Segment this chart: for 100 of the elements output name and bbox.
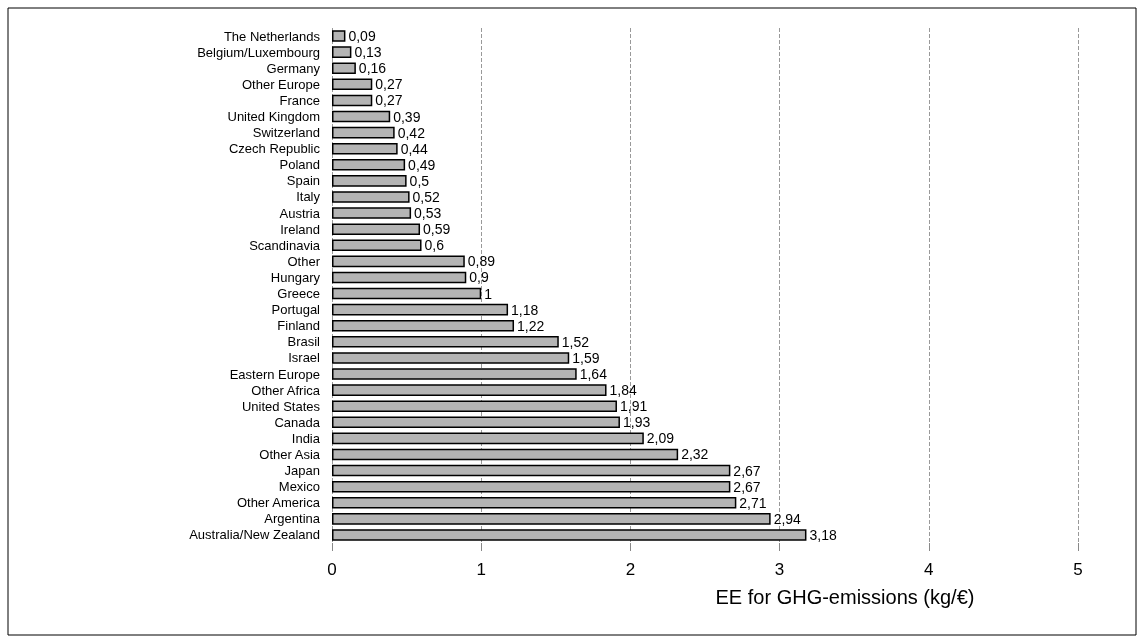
bar: [332, 142, 398, 155]
bar: [332, 110, 391, 123]
data-label: 1,59: [572, 349, 600, 366]
bar: [332, 448, 679, 461]
y-tick-label: United States: [241, 398, 321, 414]
y-tick-label: Switzerland: [252, 125, 320, 141]
y-tick-label: India: [291, 430, 321, 446]
data-label: 1,22: [517, 317, 545, 334]
y-tick-label: Brasil: [287, 334, 321, 350]
y-tick-label: Czech Republic: [228, 141, 321, 157]
x-tick-label: 2: [625, 560, 636, 579]
x-tick-label: 3: [774, 560, 785, 579]
bar: [332, 400, 617, 412]
y-tick-label: Israel: [288, 350, 321, 366]
data-label: 1,91: [619, 398, 648, 415]
bar: [332, 207, 412, 219]
y-tick-label: Other Europe: [241, 76, 320, 92]
bar: [332, 255, 465, 268]
y-tick-label: Eastern Europe: [229, 366, 320, 382]
bar: [332, 46, 352, 58]
bar: [332, 432, 644, 445]
data-label: 0,52: [412, 188, 441, 205]
y-tick-label: Greece: [277, 286, 320, 302]
y-tick-label: Poland: [279, 157, 320, 173]
bar: [332, 191, 410, 203]
y-tick-label: Australia/New Zealand: [189, 527, 320, 543]
bar: [332, 30, 346, 42]
y-tick-label: Belgium/Luxembourg: [197, 44, 320, 60]
bar: [332, 416, 620, 429]
data-label: 2,67: [733, 462, 761, 479]
data-label: 0,27: [375, 92, 403, 109]
data-label: 0,9: [469, 269, 489, 286]
data-label: 0,6: [424, 237, 445, 254]
bar: [332, 319, 515, 332]
data-label: 0,89: [467, 253, 496, 270]
x-tick-label: 1: [476, 560, 486, 579]
y-tick-label: France: [279, 92, 320, 108]
bar: [332, 513, 771, 525]
bar: [332, 384, 607, 396]
x-tick-label: 5: [1073, 560, 1083, 579]
data-label: 0,49: [408, 156, 436, 173]
bar: [332, 159, 406, 171]
data-label: 0,09: [348, 28, 376, 45]
bar: [332, 336, 559, 348]
bar: [332, 480, 731, 493]
data-label: 0,59: [423, 221, 451, 238]
data-label: 0,5: [409, 172, 430, 189]
bar: [332, 126, 395, 139]
bar: [332, 287, 482, 300]
data-label: 1: [484, 285, 493, 302]
y-tick-label: Spain: [286, 173, 320, 189]
x-tick-label: 4: [924, 560, 934, 579]
data-label: 3,18: [809, 526, 837, 543]
y-tick-label: Other Africa: [251, 382, 321, 398]
bar: [332, 496, 737, 509]
y-tick-label: Japan: [284, 463, 320, 479]
y-tick-label: Hungary: [270, 269, 321, 285]
y-tick-label: Portugal: [271, 302, 321, 318]
y-tick-label: Other America: [236, 495, 321, 511]
y-tick-label: Canada: [274, 414, 321, 430]
y-tick-label: United Kingdom: [227, 109, 320, 125]
data-label: 2,71: [739, 494, 767, 511]
y-tick-label: Austria: [279, 205, 321, 221]
data-label: 1,93: [622, 414, 651, 431]
data-label: 1,52: [561, 333, 590, 350]
bar: [332, 464, 731, 477]
data-label: 0,42: [397, 124, 426, 141]
bar: [332, 62, 356, 75]
data-label: 1,64: [579, 366, 608, 383]
y-tick-label: Italy: [296, 189, 321, 205]
data-label: 2,32: [681, 446, 709, 463]
y-tick-label: Mexico: [278, 479, 320, 495]
bar: [332, 78, 373, 91]
x-axis-title: EE for GHG-emissions (kg/€): [715, 586, 975, 608]
y-tick-label: Other: [287, 253, 321, 269]
bar: [332, 303, 509, 316]
y-tick-label: Scandinavia: [249, 237, 321, 253]
data-label: 1,84: [609, 382, 637, 399]
data-label: 0,16: [358, 60, 387, 77]
y-tick-label: Other Asia: [259, 446, 321, 462]
y-tick-label: Finland: [277, 318, 320, 334]
data-label: 0,53: [414, 205, 442, 222]
y-tick-label: Argentina: [264, 511, 321, 527]
data-label: 1,18: [511, 301, 539, 318]
bar: [332, 368, 577, 380]
bar: [332, 223, 421, 235]
y-tick-label: Germany: [266, 60, 321, 76]
bar: [332, 94, 373, 107]
data-label: 2,67: [733, 478, 761, 495]
data-label: 0,39: [393, 108, 421, 125]
data-label: 0,44: [400, 140, 429, 157]
data-label: 2,09: [646, 430, 675, 447]
y-tick-label: Ireland: [280, 221, 320, 237]
bar: [332, 352, 570, 364]
data-label: 2,94: [773, 510, 802, 527]
bar: [332, 529, 807, 541]
bar: [332, 175, 407, 187]
y-tick-label: The Netherlands: [223, 28, 321, 44]
bar: [332, 239, 422, 252]
x-tick-label: 0: [327, 560, 337, 579]
